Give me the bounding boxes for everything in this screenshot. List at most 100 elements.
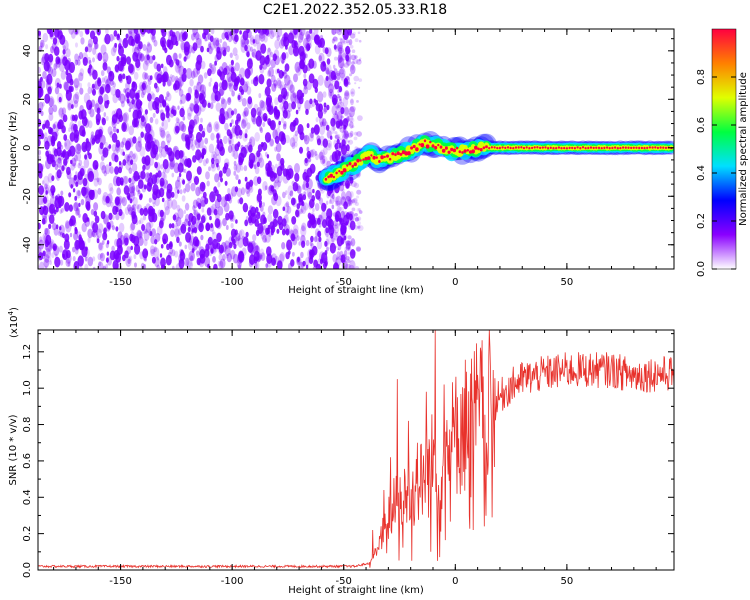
noise-blob bbox=[95, 166, 99, 172]
noise-blob bbox=[303, 86, 308, 95]
noise-blob bbox=[38, 30, 42, 41]
noise-blob bbox=[63, 158, 68, 166]
noise-blob bbox=[165, 111, 170, 119]
noise-blob bbox=[141, 82, 146, 90]
noise-blob bbox=[83, 145, 86, 150]
noise-blob bbox=[317, 74, 324, 86]
noise-blob bbox=[271, 74, 276, 83]
ridge-mark bbox=[659, 146, 662, 149]
noise-blob bbox=[131, 204, 135, 211]
noise-blob bbox=[169, 160, 175, 170]
noise-blob bbox=[351, 198, 358, 205]
noise-blob bbox=[228, 82, 232, 89]
noise-blob bbox=[130, 206, 136, 217]
noise-blob bbox=[169, 29, 174, 37]
noise-blob bbox=[354, 38, 359, 43]
noise-blob bbox=[209, 223, 215, 232]
noise-blob bbox=[74, 53, 79, 62]
noise-blob bbox=[38, 195, 44, 206]
noise-blob bbox=[158, 146, 163, 153]
noise-blob bbox=[256, 193, 262, 203]
ridge-mark bbox=[439, 145, 443, 149]
noise-blob bbox=[214, 60, 218, 66]
noise-blob bbox=[238, 152, 242, 159]
ridge-mark bbox=[415, 147, 419, 152]
noise-blob bbox=[344, 107, 349, 115]
noise-blob bbox=[49, 260, 52, 265]
noise-blob bbox=[323, 67, 327, 72]
noise-blob bbox=[214, 218, 221, 229]
noise-blob bbox=[255, 229, 260, 237]
noise-blob bbox=[200, 234, 204, 241]
noise-blob bbox=[114, 154, 119, 163]
noise-blob bbox=[167, 117, 171, 123]
noise-blob bbox=[230, 222, 234, 229]
noise-blob bbox=[319, 258, 324, 265]
noise-blob bbox=[171, 199, 178, 210]
noise-blob bbox=[270, 254, 273, 259]
noise-blob bbox=[310, 235, 314, 243]
noise-blob bbox=[337, 56, 344, 62]
noise-blob bbox=[70, 123, 77, 134]
noise-blob bbox=[135, 141, 142, 153]
noise-blob bbox=[276, 115, 280, 121]
noise-blob bbox=[193, 209, 198, 217]
noise-blob bbox=[312, 78, 319, 89]
noise-blob bbox=[144, 132, 152, 144]
noise-blob bbox=[250, 240, 256, 250]
noise-blob bbox=[350, 98, 354, 106]
noise-blob bbox=[240, 39, 246, 48]
noise-blob bbox=[331, 237, 335, 243]
noise-blob bbox=[337, 105, 341, 109]
noise-blob bbox=[115, 108, 123, 120]
noise-blob bbox=[242, 111, 247, 118]
noise-blob bbox=[124, 153, 130, 164]
colorbar-tick-label: 0.8 bbox=[696, 69, 707, 85]
noise-blob bbox=[237, 141, 241, 148]
noise-blob bbox=[276, 153, 281, 162]
noise-blob bbox=[274, 135, 280, 144]
noise-blob bbox=[131, 81, 136, 88]
noise-blob bbox=[133, 118, 139, 128]
noise-blob bbox=[353, 225, 359, 230]
noise-blob bbox=[334, 80, 340, 90]
noise-blob bbox=[254, 78, 258, 84]
noise-blob bbox=[79, 125, 86, 137]
noise-blob bbox=[60, 152, 63, 157]
noise-blob bbox=[201, 148, 205, 154]
noise-blob bbox=[99, 89, 104, 96]
noise-blob bbox=[216, 37, 220, 44]
noise-blob bbox=[332, 153, 337, 161]
ridge-mark bbox=[514, 146, 518, 149]
noise-blob bbox=[243, 83, 249, 93]
noise-blob bbox=[145, 58, 150, 67]
noise-blob bbox=[320, 185, 324, 192]
noise-blob bbox=[343, 58, 346, 61]
noise-blob bbox=[44, 265, 48, 269]
noise-blob bbox=[101, 165, 107, 174]
noise-blob bbox=[142, 214, 147, 221]
noise-blob bbox=[357, 115, 363, 121]
noise-blob bbox=[252, 234, 257, 242]
noise-blob bbox=[42, 71, 47, 79]
noise-blob bbox=[62, 114, 68, 123]
noise-blob bbox=[279, 252, 285, 262]
noise-blob bbox=[40, 42, 44, 48]
noise-blob bbox=[56, 169, 62, 179]
noise-blob bbox=[340, 153, 346, 159]
noise-blob bbox=[58, 57, 62, 63]
noise-blob bbox=[334, 145, 337, 148]
noise-blob bbox=[104, 33, 111, 45]
noise-blob bbox=[350, 250, 356, 256]
noise-blob bbox=[53, 245, 56, 251]
noise-blob bbox=[186, 95, 190, 101]
noise-blob bbox=[142, 44, 147, 51]
noise-blob bbox=[334, 183, 340, 194]
noise-blob bbox=[57, 231, 61, 237]
noise-blob bbox=[343, 132, 347, 136]
colorbar-tick-label: 0.6 bbox=[696, 117, 707, 133]
noise-blob bbox=[117, 195, 123, 205]
noise-blob bbox=[64, 202, 70, 212]
noise-blob bbox=[244, 68, 251, 79]
noise-blob bbox=[174, 250, 179, 258]
